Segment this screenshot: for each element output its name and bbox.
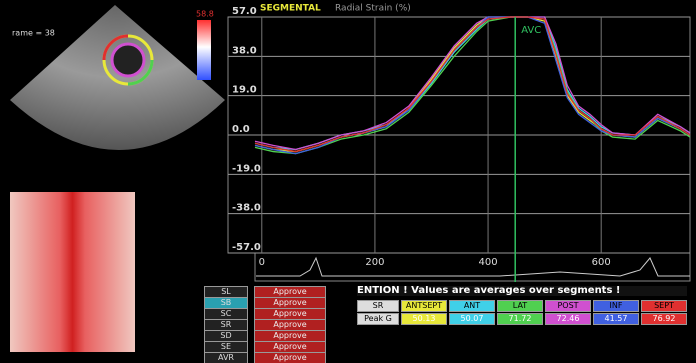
strain-curve	[255, 17, 690, 152]
frame-label: rame = 38	[12, 29, 55, 38]
x-tick-label: 200	[365, 257, 384, 268]
ultrasound-sector	[10, 5, 225, 150]
peak-value: 71.72	[497, 313, 543, 325]
peak-value: 76.92	[641, 313, 687, 325]
approve-button[interactable]: Approve	[254, 352, 326, 363]
row-label: Peak G	[357, 313, 399, 325]
table-header: ENTION ! Values are averages over segmen…	[357, 286, 687, 296]
peak-value: 72.46	[545, 313, 591, 325]
avc-label: AVC	[521, 25, 541, 36]
scale-max: 58.8	[196, 10, 214, 19]
y-tick-label: 19.0	[232, 85, 257, 96]
segment-name: LAT	[497, 300, 543, 312]
y-tick-label: 38.0	[232, 45, 257, 56]
m-mode	[10, 192, 135, 352]
segment-name: ANT	[449, 300, 495, 312]
roi-ring	[112, 44, 144, 76]
y-tick-label: -38.0	[232, 203, 261, 214]
strain-curve	[255, 17, 690, 154]
chart-subtitle: Radial Strain (%)	[335, 4, 411, 14]
color-bar	[197, 20, 211, 80]
x-tick-label: 600	[592, 257, 611, 268]
chart-title: SEGMENTAL	[260, 4, 321, 14]
ecg-strip	[255, 253, 690, 281]
y-tick-label: 57.0	[232, 6, 257, 17]
segment-name: INF	[593, 300, 639, 312]
row-label: SR	[357, 300, 399, 312]
y-tick-label: -19.0	[232, 163, 261, 174]
screen: 58.8 rame = 38 SEGMENTAL Radial Strain (…	[0, 0, 696, 363]
segment-name: POST	[545, 300, 591, 312]
strain-curve	[255, 17, 690, 154]
segment-name: ANTSEPT	[401, 300, 447, 312]
segment-name: SEPT	[641, 300, 687, 312]
x-tick-label: 400	[479, 257, 498, 268]
chart: 58.8 rame = 38 SEGMENTAL Radial Strain (…	[0, 0, 696, 363]
peak-value: 50.13	[401, 313, 447, 325]
strain-curve	[255, 17, 690, 152]
y-tick-label: 0.0	[232, 124, 250, 135]
segment-label: AVR	[204, 352, 248, 363]
y-tick-label: -57.0	[232, 242, 261, 253]
x-tick-label: 0	[259, 257, 265, 268]
peak-value: 41.57	[593, 313, 639, 325]
peak-value: 50.07	[449, 313, 495, 325]
